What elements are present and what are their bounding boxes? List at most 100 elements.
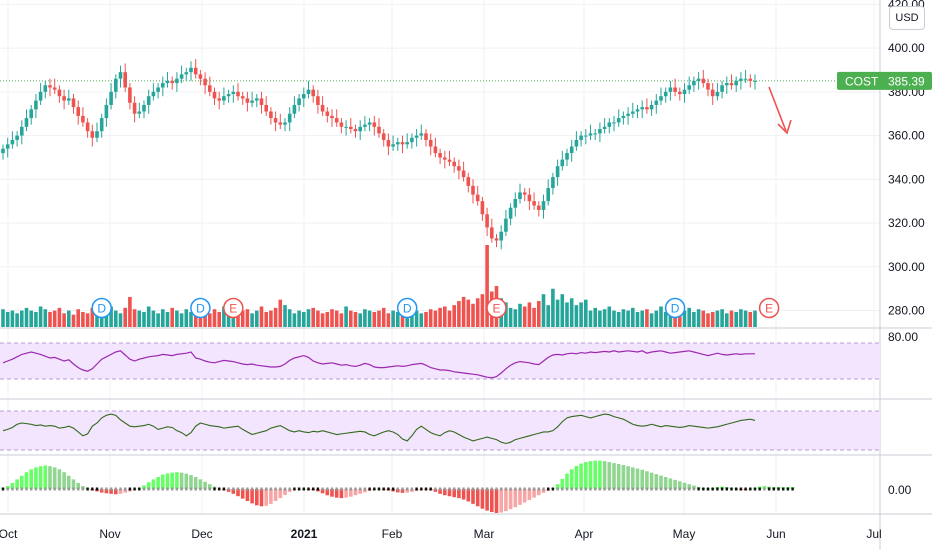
histogram-bar <box>593 460 597 489</box>
histogram-cross <box>44 487 47 491</box>
volume-bar <box>128 296 132 327</box>
histogram-bar <box>170 472 174 489</box>
time-axis-label: Jun <box>766 527 785 541</box>
histogram-bar <box>555 484 560 489</box>
dividend-marker[interactable]: D <box>190 297 211 319</box>
candle-body <box>311 89 315 97</box>
histogram-cross <box>208 487 211 491</box>
volume-bar <box>20 310 24 327</box>
volume-bar <box>640 310 644 327</box>
histogram-bar <box>682 482 687 489</box>
histogram-bar <box>518 489 522 505</box>
price-candles[interactable] <box>1 59 757 250</box>
histogram-cross <box>218 487 221 491</box>
volume-bars <box>1 245 757 327</box>
histogram-cross <box>15 487 19 491</box>
candle-body <box>673 87 677 92</box>
volume-bar <box>250 313 254 327</box>
candle-body <box>461 170 466 178</box>
histogram-cross <box>763 487 766 491</box>
dividend-marker[interactable]: D <box>91 297 112 319</box>
volume-bar <box>320 313 325 327</box>
histogram-cross <box>485 487 489 491</box>
histogram-cross <box>579 487 583 491</box>
histogram-cross <box>20 487 23 491</box>
volume-bar <box>24 307 29 327</box>
volume-bar <box>598 310 602 327</box>
histogram-bar <box>513 489 518 508</box>
histogram-bar <box>598 460 602 489</box>
volume-bar <box>259 306 264 327</box>
histogram-bar <box>15 479 19 489</box>
candle-body <box>363 124 367 127</box>
volume-bar <box>710 311 715 327</box>
dividend-marker[interactable]: D <box>664 297 686 319</box>
histogram-bar <box>43 465 48 489</box>
candle-body <box>480 201 485 215</box>
histogram-cross <box>387 487 390 491</box>
histogram-cross <box>11 487 14 491</box>
volume-bar <box>179 313 184 327</box>
histogram-cross <box>608 487 611 491</box>
time-axis-label: Nov <box>99 527 120 541</box>
histogram-cross <box>476 487 479 491</box>
volume-bar <box>452 305 456 327</box>
histogram-cross <box>241 487 244 491</box>
candle-body <box>739 78 743 81</box>
histogram-cross <box>659 487 663 491</box>
currency-button[interactable]: USD <box>889 6 925 30</box>
drawing-overlay[interactable] <box>768 86 792 135</box>
marker-circle <box>758 297 780 319</box>
histogram-cross <box>589 487 592 491</box>
histogram-cross <box>739 487 743 491</box>
histogram-bar <box>602 461 607 489</box>
candle-body <box>292 104 297 114</box>
volume-bar <box>109 306 113 327</box>
volume-bar <box>396 311 400 327</box>
candle-body <box>175 78 179 84</box>
volume-bar <box>175 310 179 327</box>
histogram-cross <box>410 487 414 491</box>
candle-body <box>631 111 635 114</box>
histogram-bar <box>273 489 278 501</box>
candle-body <box>654 100 659 105</box>
earnings-marker[interactable]: E <box>486 297 507 319</box>
time-axis-label: 2021 <box>291 527 318 541</box>
candle-body <box>358 126 362 132</box>
volume-bar <box>283 305 287 327</box>
volume-bar <box>278 299 283 327</box>
hist-axis-label: 0.00 <box>888 483 912 497</box>
histogram-cross <box>340 487 343 491</box>
dividend-marker[interactable]: D <box>396 297 418 319</box>
volume-bar <box>344 306 348 327</box>
time-axis-label: Feb <box>382 527 403 541</box>
candle-body <box>513 198 518 208</box>
histogram-cross <box>114 487 117 491</box>
histogram-cross <box>95 487 99 491</box>
histogram-cross <box>471 487 475 491</box>
histogram-bar <box>654 474 659 489</box>
histogram-cross <box>565 487 569 491</box>
histogram-cross <box>81 487 85 491</box>
histogram-bar <box>250 489 254 504</box>
candle-body <box>189 67 193 73</box>
histogram-cross <box>363 487 367 491</box>
histogram-cross <box>53 487 56 491</box>
volume-bar <box>5 311 10 327</box>
histogram-bar <box>485 489 489 511</box>
histogram-bar <box>466 489 471 502</box>
volume-bar <box>706 313 710 327</box>
histogram-cross <box>692 487 696 491</box>
volume-bar <box>170 307 174 327</box>
candle-body <box>297 98 301 105</box>
histogram-bar <box>522 489 527 503</box>
histogram-cross <box>91 487 94 491</box>
earnings-marker[interactable]: E <box>758 297 780 319</box>
histogram-cross <box>194 487 197 491</box>
marker-label: E <box>765 302 773 316</box>
histogram-bar <box>687 484 691 489</box>
earnings-marker[interactable]: E <box>223 297 244 319</box>
